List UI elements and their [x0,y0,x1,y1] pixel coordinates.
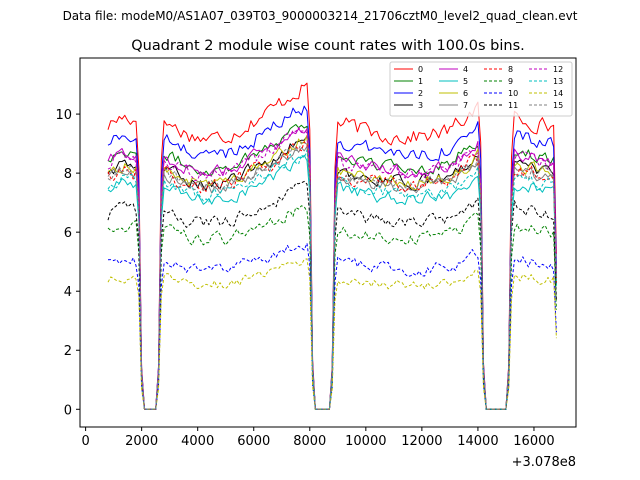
legend-label: 10 [508,89,518,98]
legend-label: 0 [418,65,423,74]
legend-label: 5 [463,77,468,86]
plot-frame [79,57,577,428]
y-tick-label: 4 [64,285,72,300]
legend-label: 6 [463,89,468,98]
y-tick-label: 0 [64,403,72,418]
x-tick-label: 8000 [293,434,326,449]
y-axis: 0 2 4 6 8 10 [55,108,80,418]
series-line-15 [107,141,557,410]
series-line-9 [107,205,557,410]
legend-label: 15 [553,101,563,110]
chart-title: Quadrant 2 module wise count rates with … [131,38,525,54]
x-tick-label: 0 [81,434,89,449]
legend-label: 13 [553,77,563,86]
x-offset-label: +3.078e8 [512,455,576,470]
y-tick-label: 8 [64,167,72,182]
x-tick-label: 10000 [345,434,386,449]
legend-label: 2 [418,89,423,98]
x-tick-label: 4000 [181,434,214,449]
x-tick-label: 16000 [513,434,554,449]
legend-label: 4 [463,65,468,74]
suptitle: Data file: modeM0/AS1A07_039T03_90000032… [63,9,578,23]
x-tick-label: 12000 [401,434,442,449]
y-tick-label: 2 [64,344,72,359]
legend-label: 7 [463,101,468,110]
y-tick-label: 6 [64,226,72,241]
series-line-10 [107,242,557,410]
y-tick-label: 10 [55,108,72,123]
legend-label: 1 [418,77,423,86]
x-tick-label: 6000 [237,434,270,449]
x-axis: 0 2000 4000 6000 8000 10000 12000 14000 16000 [81,427,555,449]
legend-label: 8 [508,65,513,74]
legend-frame [389,61,573,117]
series-layer [107,82,557,410]
legend-label: 14 [553,89,563,98]
legend-label: 3 [418,101,423,110]
x-tick-label: 14000 [457,434,498,449]
legend-label: 9 [508,77,513,86]
x-tick-label: 2000 [125,434,158,449]
series-line-14 [107,258,557,410]
legend-label: 11 [508,101,518,110]
legend-label: 12 [553,65,563,74]
